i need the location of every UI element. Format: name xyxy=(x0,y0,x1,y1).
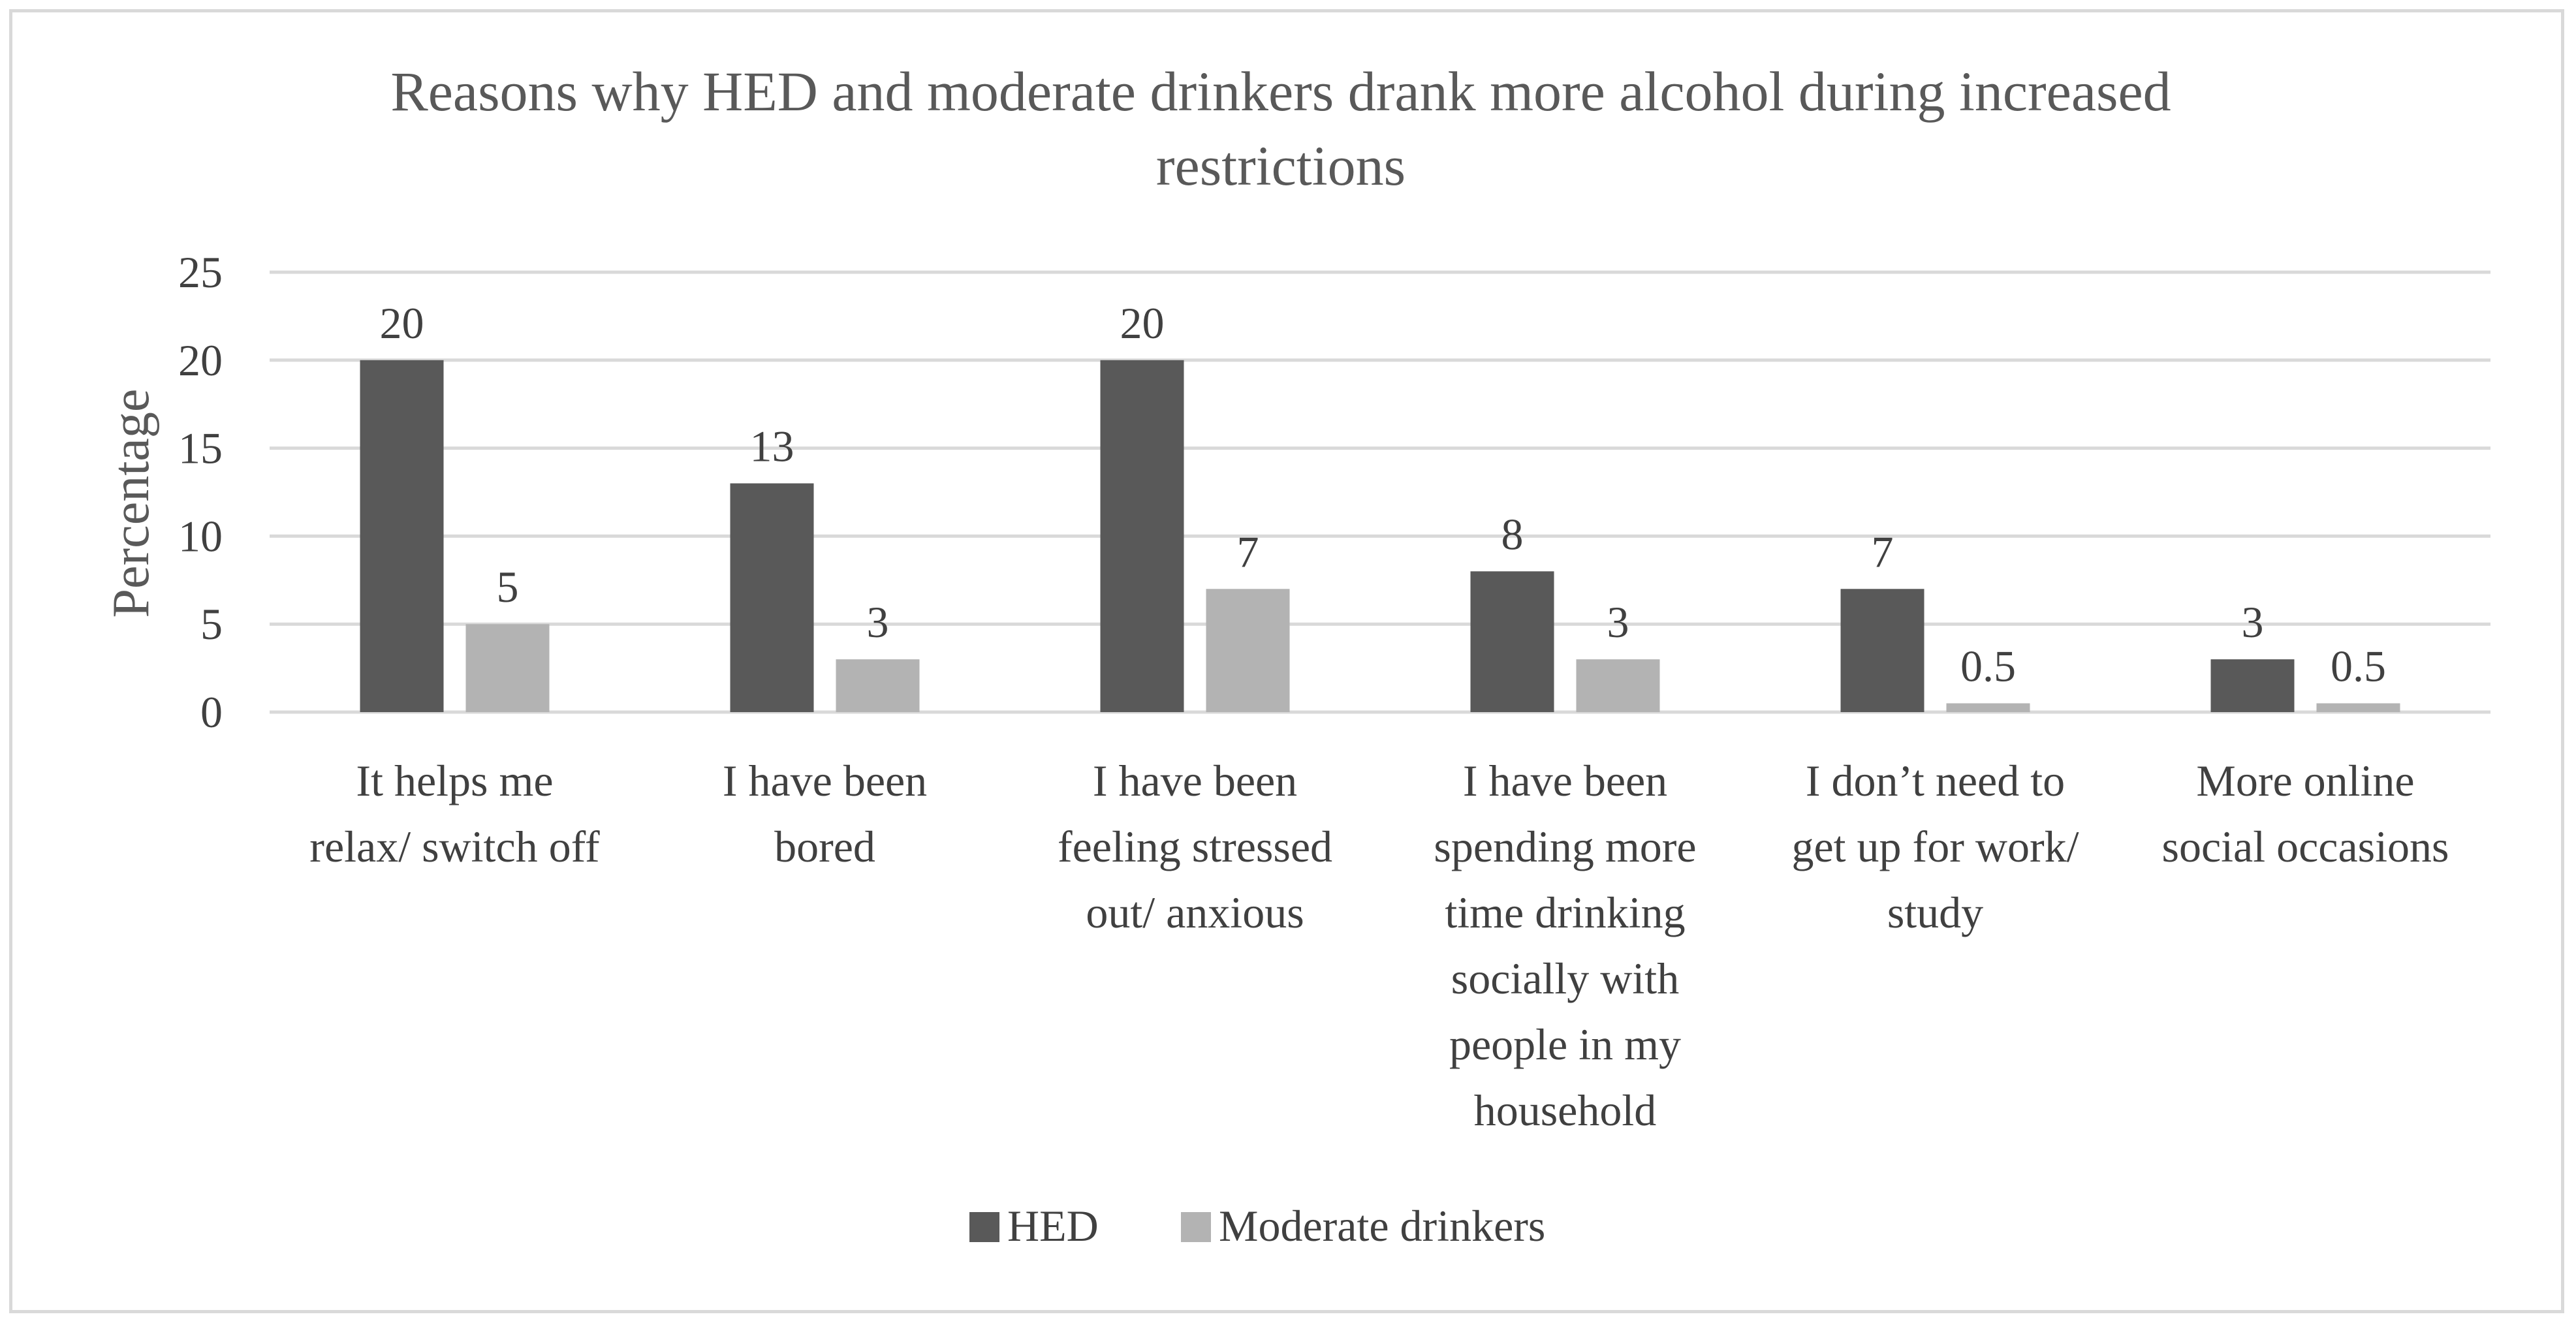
data-label: 0.5 xyxy=(1960,642,2016,691)
bar-hed xyxy=(1840,589,1924,712)
bar-hed xyxy=(1470,571,1554,712)
x-category-label: More online social occasions xyxy=(2162,756,2449,871)
chart-title-line: Reasons why HED and moderate drinkers dr… xyxy=(390,60,2171,123)
y-tick-label: 10 xyxy=(178,511,223,561)
legend-swatch xyxy=(1181,1212,1211,1242)
data-label: 0.5 xyxy=(2331,642,2386,691)
bar-moderate-drinkers xyxy=(1946,703,2030,712)
bar-chart: Reasons why HED and moderate drinkers dr… xyxy=(102,60,2490,1251)
data-label: 20 xyxy=(380,298,424,348)
x-category-label: I have been bored xyxy=(723,756,927,871)
legend: HED Moderate drinkers xyxy=(969,1201,1545,1251)
bar-moderate-drinkers xyxy=(2316,703,2400,712)
data-label: 3 xyxy=(1607,597,1629,647)
y-tick-label: 0 xyxy=(200,687,223,737)
gridlines xyxy=(270,270,2490,714)
chart-frame: Reasons why HED and moderate drinkers dr… xyxy=(9,9,2564,1313)
y-tick-label: 5 xyxy=(200,599,223,649)
bar-hed xyxy=(2210,659,2295,712)
bar-hed xyxy=(1100,360,1184,712)
x-category-label: I have been spending more time drinking soc… xyxy=(1434,756,1696,1135)
bar-moderate-drinkers xyxy=(836,659,920,712)
x-axis-categories: It helps me relax/ switch off I have been b… xyxy=(309,756,2449,1135)
data-label: 20 xyxy=(1120,298,1165,348)
data-label: 7 xyxy=(1237,527,1259,576)
y-tick-label: 25 xyxy=(178,247,223,297)
x-category-label: I have been feeling stressed out/ anxious xyxy=(1058,756,1332,937)
legend-item: Moderate drinkers xyxy=(1181,1201,1545,1251)
data-label: 3 xyxy=(2242,597,2264,647)
x-category-label: It helps me relax/ switch off xyxy=(309,756,600,871)
data-labels: 20 13 20 8 7 3 5 3 7 3 0.5 0.5 xyxy=(380,298,2387,691)
legend-swatch xyxy=(969,1212,999,1242)
data-label: 3 xyxy=(867,597,889,647)
data-label: 7 xyxy=(1872,527,1894,576)
chart-title: Reasons why HED and moderate drinkers dr… xyxy=(390,60,2171,197)
y-axis-label: Percentage xyxy=(102,389,160,618)
y-axis-ticks: 0 5 10 15 20 25 xyxy=(178,247,223,737)
legend-label: HED xyxy=(1007,1201,1099,1251)
bars xyxy=(360,360,2400,712)
x-category-label: I don’t need to get up for work/study xyxy=(1791,756,2079,937)
y-tick-label: 15 xyxy=(178,424,223,473)
data-label: 13 xyxy=(750,422,794,471)
legend-label: Moderate drinkers xyxy=(1219,1201,1545,1251)
y-tick-label: 20 xyxy=(178,335,223,385)
bar-hed xyxy=(730,483,814,712)
bar-hed xyxy=(360,360,444,712)
bar-moderate-drinkers xyxy=(1206,589,1290,712)
data-label: 8 xyxy=(1501,509,1524,559)
bar-moderate-drinkers xyxy=(465,624,550,712)
bar-moderate-drinkers xyxy=(1576,659,1660,712)
legend-item: HED xyxy=(969,1201,1099,1251)
chart-title-line: restrictions xyxy=(1156,134,1406,197)
data-label: 5 xyxy=(497,562,519,612)
